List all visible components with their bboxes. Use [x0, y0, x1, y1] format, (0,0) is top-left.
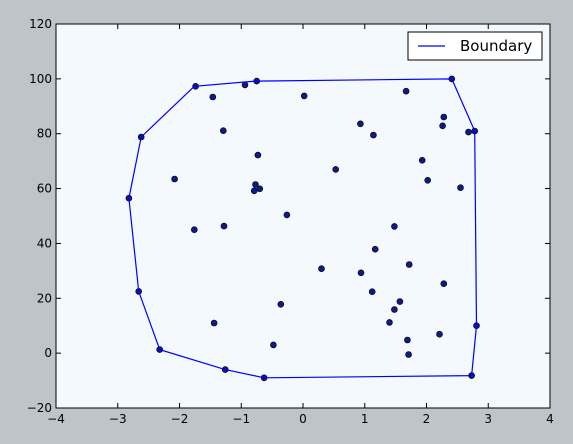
data-point	[277, 300, 285, 308]
data-point	[256, 185, 264, 193]
legend: Boundary	[407, 31, 543, 61]
data-point	[391, 223, 398, 230]
data-point	[440, 113, 448, 121]
data-point	[370, 131, 377, 139]
x-tick-label: 2	[423, 412, 431, 426]
data-point	[465, 128, 472, 136]
data-point	[418, 157, 426, 164]
data-point	[404, 336, 411, 344]
data-point	[391, 306, 398, 313]
x-tick-label: 0	[299, 412, 307, 426]
x-tick-label: 1	[361, 412, 369, 426]
y-tick-label: 80	[37, 127, 52, 141]
data-point	[252, 181, 259, 188]
scatter-points	[125, 75, 480, 382]
data-point	[220, 127, 227, 134]
data-point	[386, 319, 393, 326]
data-point	[439, 122, 446, 130]
data-point	[332, 166, 340, 173]
data-point	[402, 87, 410, 95]
y-tick-label: 60	[37, 182, 52, 196]
data-point	[283, 211, 291, 219]
data-point	[457, 184, 464, 191]
data-point	[241, 81, 249, 89]
x-tick-label: −4	[47, 412, 65, 426]
data-point	[396, 298, 404, 305]
data-point	[357, 120, 364, 128]
y-tick-label: −20	[27, 401, 52, 415]
y-tick-label: 0	[44, 346, 52, 360]
data-point	[210, 319, 218, 327]
x-tick-label: 3	[484, 412, 492, 426]
data-point	[191, 226, 198, 233]
boundary-lines	[128, 78, 478, 379]
data-point	[220, 222, 228, 230]
axis-ticks: −4 −3 −2 −1 0 1 2 3 4 −20 0 20 40 60 80 100 120	[27, 17, 554, 426]
y-tick-label: 40	[37, 236, 52, 250]
data-point	[171, 175, 178, 183]
plot-frame	[55, 23, 551, 409]
data-point	[436, 330, 443, 338]
data-point	[357, 269, 365, 277]
x-tick-label: −1	[232, 412, 250, 426]
data-point	[209, 93, 217, 101]
y-tick-label: 20	[37, 291, 52, 305]
x-tick-label: 4	[546, 412, 554, 426]
data-point	[440, 280, 448, 288]
data-point	[250, 187, 258, 195]
data-point	[405, 351, 412, 358]
data-point	[270, 341, 277, 349]
x-tick-label: −2	[171, 412, 189, 426]
legend-label: Boundary	[460, 37, 532, 55]
y-tick-label: 100	[29, 72, 52, 86]
data-point	[368, 288, 376, 296]
data-point	[254, 151, 262, 159]
y-tick-label: 120	[29, 17, 52, 31]
data-point	[300, 92, 308, 100]
data-point	[405, 261, 413, 268]
data-point	[318, 265, 325, 273]
data-point	[371, 245, 379, 253]
plot-area	[56, 24, 550, 408]
boundary-line	[128, 78, 478, 379]
x-tick-label: −3	[109, 412, 127, 426]
data-point	[424, 177, 432, 184]
